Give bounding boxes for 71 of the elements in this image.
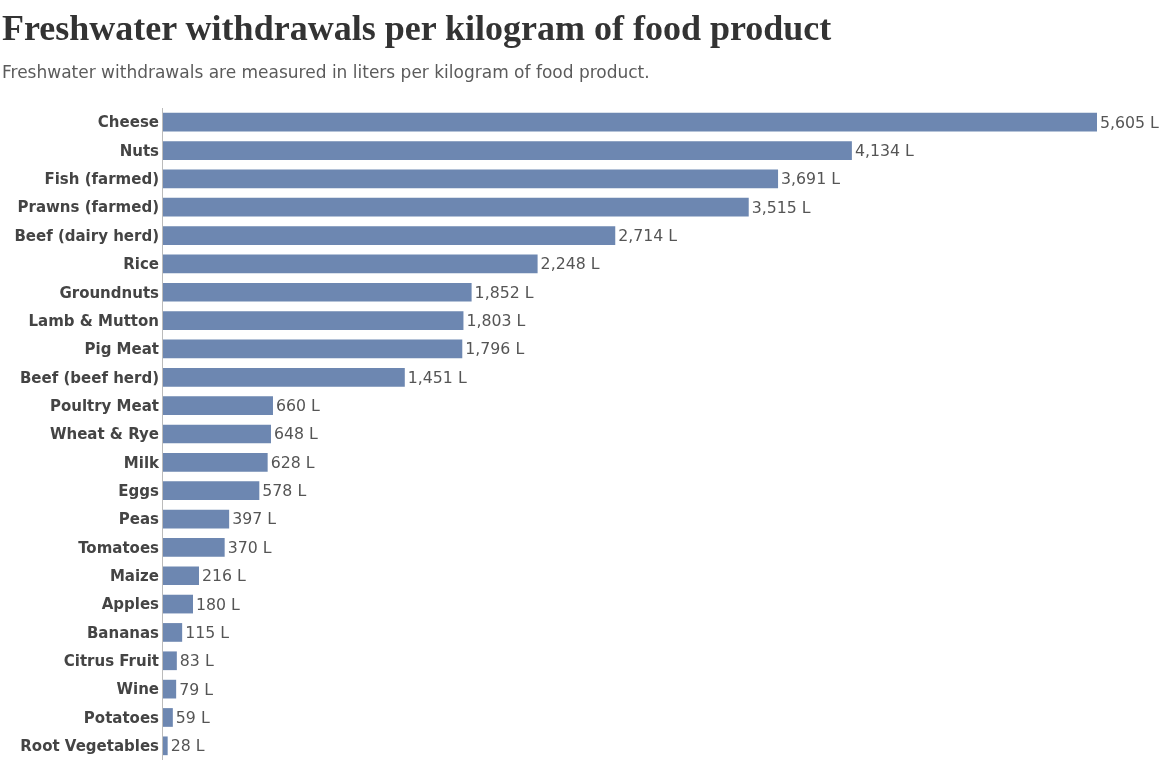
data-label: 83 L bbox=[179, 651, 214, 671]
bar bbox=[163, 169, 779, 189]
bar bbox=[163, 311, 464, 330]
data-label: 5,605 L bbox=[1100, 112, 1160, 132]
y-tick-label: Beef (dairy herd) bbox=[14, 226, 159, 245]
data-label: 115 L bbox=[185, 622, 230, 642]
y-tick-label: Tomatoes bbox=[78, 538, 160, 557]
bar bbox=[163, 452, 268, 472]
data-label: 180 L bbox=[196, 594, 241, 614]
y-tick-label: Groundnuts bbox=[59, 283, 160, 302]
data-label: 648 L bbox=[274, 424, 319, 444]
y-tick-label: Prawns (farmed) bbox=[17, 198, 159, 217]
data-label: 628 L bbox=[270, 452, 315, 472]
data-label: 216 L bbox=[202, 566, 247, 586]
y-tick-label: Fish (farmed) bbox=[44, 170, 159, 189]
bar bbox=[163, 623, 183, 642]
y-tick-label: Apples bbox=[101, 595, 160, 614]
bar bbox=[163, 594, 193, 614]
data-label: 578 L bbox=[262, 481, 307, 501]
y-tick-label: Wine bbox=[116, 680, 159, 699]
data-label: 2,248 L bbox=[540, 254, 600, 274]
y-tick-label: Poultry Meat bbox=[49, 396, 159, 415]
y-tick-label: Root Vegetables bbox=[20, 737, 160, 756]
bar bbox=[163, 538, 225, 557]
y-tick-label: Wheat & Rye bbox=[49, 425, 159, 444]
y-tick-label: Lamb & Mutton bbox=[28, 311, 159, 330]
bar bbox=[163, 481, 260, 501]
y-tick-label: Maize bbox=[109, 566, 159, 585]
bar bbox=[163, 424, 271, 444]
data-label: 2,714 L bbox=[618, 225, 678, 245]
bar bbox=[163, 396, 273, 416]
y-tick-label: Eggs bbox=[118, 481, 160, 500]
bar bbox=[163, 282, 472, 302]
bar bbox=[163, 197, 749, 217]
y-tick-label: Cheese bbox=[97, 113, 159, 132]
bar bbox=[163, 141, 852, 160]
bar bbox=[163, 226, 616, 245]
data-label: 397 L bbox=[232, 509, 277, 529]
bar bbox=[163, 736, 168, 756]
y-tick-label: Peas bbox=[118, 510, 160, 529]
bar bbox=[163, 509, 230, 529]
chart-title: Freshwater withdrawals per kilogram of food product bbox=[2, 8, 832, 48]
data-label: 4,134 L bbox=[854, 140, 914, 160]
data-label: 28 L bbox=[170, 736, 205, 756]
data-label: 3,691 L bbox=[781, 169, 841, 189]
y-tick-label: Potatoes bbox=[83, 708, 160, 727]
y-tick-label: Beef (beef herd) bbox=[19, 368, 159, 387]
data-label: 1,451 L bbox=[407, 367, 467, 387]
data-label: 3,515 L bbox=[751, 197, 811, 217]
y-tick-label: Milk bbox=[123, 453, 161, 472]
bar bbox=[163, 254, 538, 274]
bar bbox=[163, 651, 177, 671]
data-label: 660 L bbox=[275, 396, 321, 416]
bar bbox=[163, 566, 199, 586]
bar bbox=[163, 679, 177, 699]
y-tick-label: Rice bbox=[123, 255, 159, 274]
y-tick-label: Pig Meat bbox=[84, 340, 159, 359]
y-tick-label: Bananas bbox=[86, 623, 160, 642]
chart-subtitle: Freshwater withdrawals are measured in liters per kilogram of food product. bbox=[2, 62, 650, 82]
data-label: 370 L bbox=[227, 537, 272, 557]
bar bbox=[163, 339, 463, 359]
bar bbox=[163, 708, 173, 727]
data-label: 79 L bbox=[179, 679, 214, 699]
bar bbox=[163, 367, 405, 387]
y-tick-label: Citrus Fruit bbox=[63, 652, 159, 671]
data-label: 1,852 L bbox=[474, 282, 534, 302]
data-label: 1,796 L bbox=[465, 339, 525, 359]
data-label: 1,803 L bbox=[466, 311, 526, 331]
data-label: 59 L bbox=[175, 707, 210, 727]
bar bbox=[163, 112, 1097, 132]
y-tick-label: Nuts bbox=[119, 141, 160, 160]
